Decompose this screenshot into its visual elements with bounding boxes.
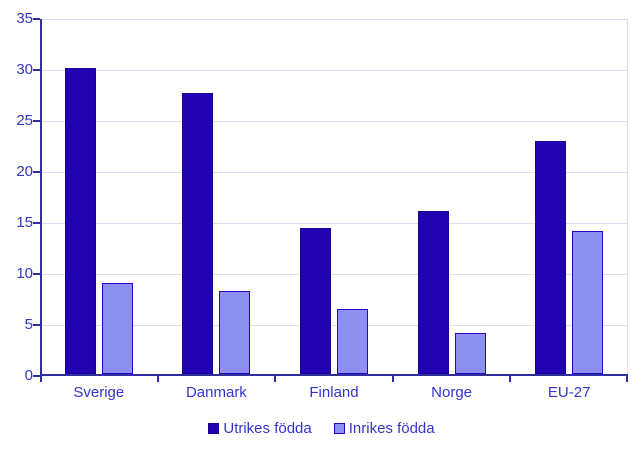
x-axis-label-finland: Finland	[309, 384, 359, 401]
y-tick-0	[33, 375, 40, 377]
legend-swatch-inrikes-f-dda	[333, 423, 345, 434]
y-axis-label-25: 25	[16, 112, 33, 129]
gridline-35	[40, 19, 628, 20]
bar-utrikes-f-dda-eu-27	[535, 141, 566, 374]
gridline-5	[40, 325, 628, 326]
y-axis-line	[40, 19, 42, 376]
bar-utrikes-f-dda-danmark	[182, 93, 213, 374]
legend: Utrikes födda Inrikes födda	[0, 421, 643, 436]
x-tick-0	[40, 376, 42, 382]
y-tick-25	[33, 120, 40, 122]
legend-label-utrikes-f-dda: Utrikes födda	[223, 420, 312, 437]
bar-utrikes-f-dda-sverige	[65, 68, 96, 374]
gridline-15	[40, 223, 628, 224]
bar-inrikes-f-dda-eu-27	[572, 231, 603, 374]
y-tick-30	[33, 69, 40, 71]
bar-inrikes-f-dda-norge	[455, 333, 486, 374]
y-tick-15	[33, 222, 40, 224]
x-axis-line	[40, 374, 628, 376]
bar-utrikes-f-dda-norge	[418, 211, 449, 374]
plot-right-border	[627, 19, 628, 376]
gridline-10	[40, 274, 628, 275]
bar-inrikes-f-dda-finland	[337, 309, 368, 374]
y-axis-label-0: 0	[24, 367, 33, 384]
legend-label-inrikes-f-dda: Inrikes födda	[348, 420, 435, 437]
y-tick-35	[33, 18, 40, 20]
y-axis-label-15: 15	[16, 214, 33, 231]
y-axis-label-35: 35	[16, 10, 33, 27]
x-tick-2	[274, 376, 276, 382]
y-tick-10	[33, 273, 40, 275]
legend-item-inrikes-f-dda: Inrikes födda	[333, 420, 435, 437]
y-axis-label-30: 30	[16, 61, 33, 78]
bar-utrikes-f-dda-finland	[300, 228, 331, 374]
legend-item-utrikes-f-dda: Utrikes födda	[208, 420, 312, 437]
x-tick-5	[626, 376, 628, 382]
gridline-30	[40, 70, 628, 71]
x-axis-label-sverige: Sverige	[73, 384, 125, 401]
x-tick-4	[509, 376, 511, 382]
gridline-25	[40, 121, 628, 122]
x-tick-3	[392, 376, 394, 382]
x-axis-label-norge: Norge	[431, 384, 473, 401]
y-axis-label-10: 10	[16, 265, 33, 282]
plot-area	[33, 18, 628, 382]
bar-inrikes-f-dda-danmark	[219, 291, 250, 374]
x-axis-label-danmark: Danmark	[185, 384, 247, 401]
gridline-20	[40, 172, 628, 173]
y-tick-5	[33, 324, 40, 326]
bar-inrikes-f-dda-sverige	[102, 283, 133, 374]
y-axis-label-20: 20	[16, 163, 33, 180]
y-tick-20	[33, 171, 40, 173]
x-tick-1	[157, 376, 159, 382]
legend-swatch-utrikes-f-dda	[208, 423, 220, 434]
y-axis-label-5: 5	[24, 316, 33, 333]
x-axis-label-eu-27: EU-27	[547, 384, 591, 401]
